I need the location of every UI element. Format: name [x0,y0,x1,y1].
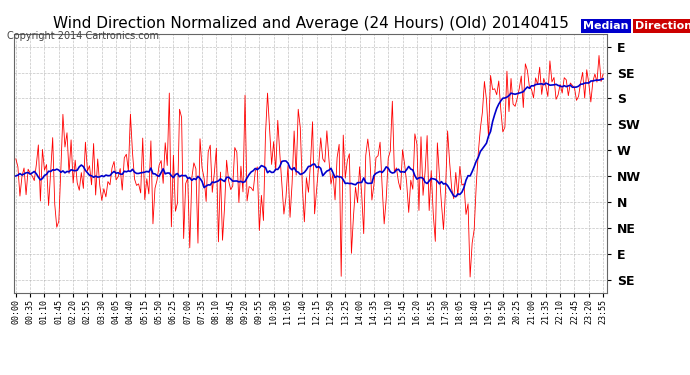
Text: Median: Median [583,21,629,31]
Text: Copyright 2014 Cartronics.com: Copyright 2014 Cartronics.com [7,32,159,41]
Title: Wind Direction Normalized and Average (24 Hours) (Old) 20140415: Wind Direction Normalized and Average (2… [52,16,569,31]
Text: Direction: Direction [635,21,690,31]
